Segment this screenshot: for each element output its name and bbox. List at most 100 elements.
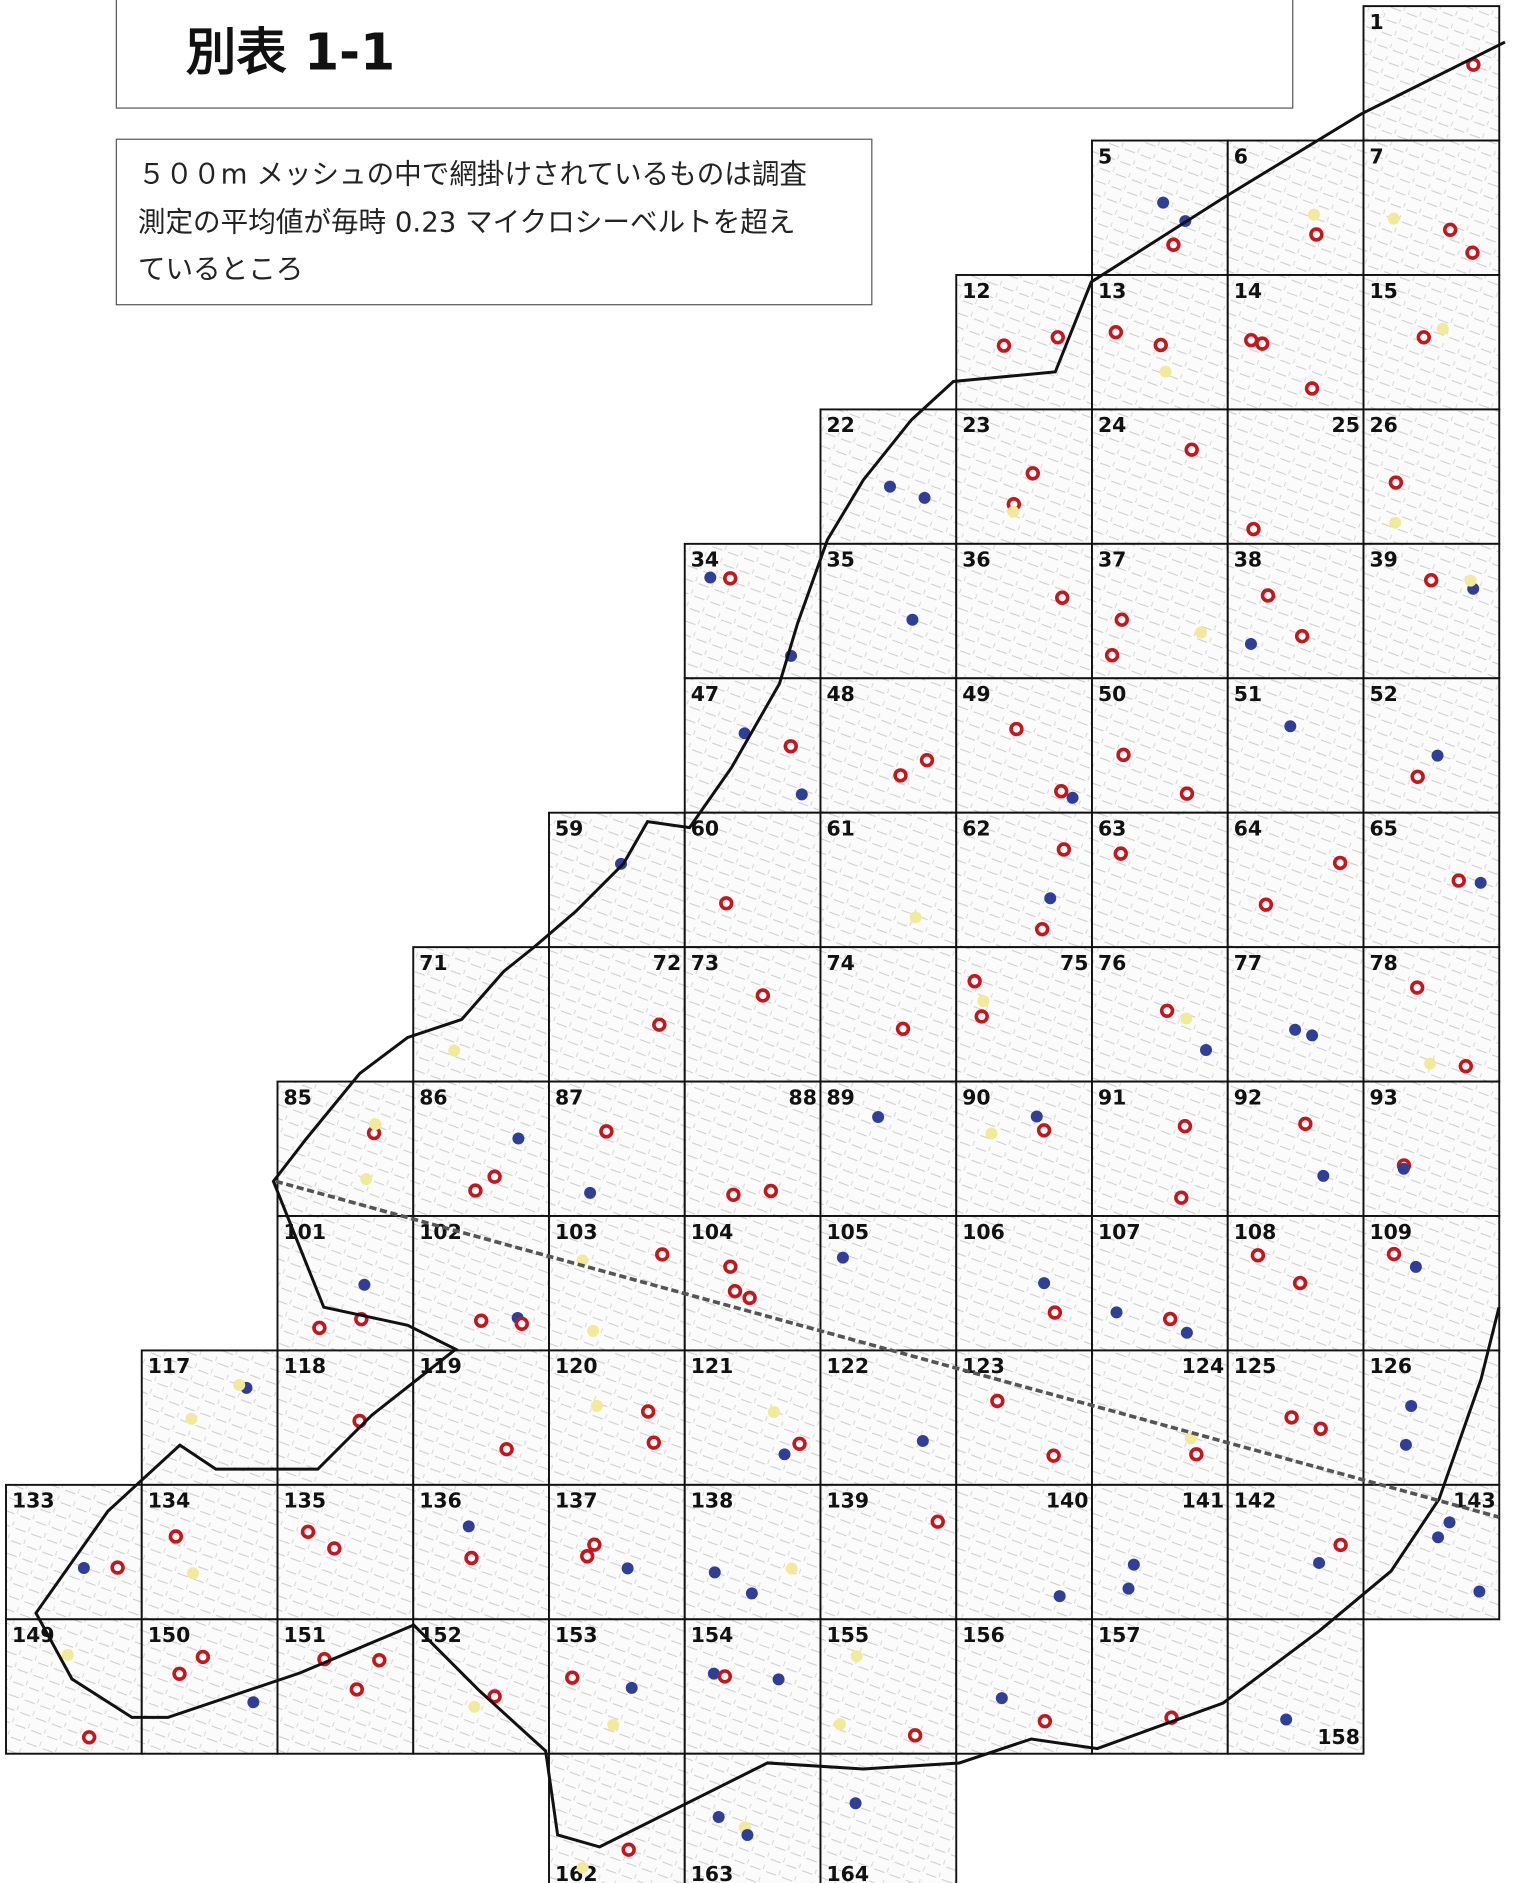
point-blue bbox=[1409, 1260, 1422, 1273]
point-over bbox=[487, 1169, 502, 1184]
mesh-cell bbox=[955, 677, 1093, 814]
point-over bbox=[168, 1529, 184, 1544]
mesh-number: 62 bbox=[962, 816, 990, 840]
point-blue bbox=[872, 1111, 885, 1124]
point-over bbox=[1304, 381, 1320, 396]
point-over bbox=[565, 1670, 580, 1685]
mesh-number: 142 bbox=[1234, 1489, 1277, 1513]
mesh-number: 122 bbox=[826, 1354, 869, 1378]
mesh-number: 119 bbox=[419, 1354, 462, 1378]
point-over bbox=[621, 1842, 636, 1857]
mesh-cell bbox=[683, 1349, 822, 1486]
point-over bbox=[1184, 442, 1199, 457]
point-over bbox=[587, 1537, 602, 1552]
mesh-cell bbox=[1091, 946, 1229, 1083]
point-blue bbox=[1110, 1306, 1123, 1319]
point-over bbox=[763, 1183, 779, 1199]
point-over bbox=[464, 1550, 479, 1566]
mesh-number: 117 bbox=[148, 1354, 191, 1378]
mesh-number: 133 bbox=[12, 1489, 55, 1513]
mesh-cell bbox=[955, 274, 1093, 411]
mesh-cell bbox=[1091, 408, 1229, 545]
point-yellow bbox=[1389, 516, 1402, 529]
mesh-cell bbox=[1091, 1349, 1229, 1486]
mesh-cell bbox=[819, 408, 958, 545]
point-blue bbox=[1053, 1590, 1066, 1603]
point-blue bbox=[704, 571, 717, 584]
point-yellow bbox=[1436, 322, 1449, 335]
point-blue bbox=[1157, 196, 1170, 209]
point-over bbox=[1177, 1119, 1193, 1134]
title-box bbox=[115, 0, 1294, 109]
point-over bbox=[1442, 222, 1458, 237]
point-over bbox=[919, 752, 935, 768]
point-yellow bbox=[233, 1379, 246, 1392]
mesh-cell bbox=[1091, 677, 1229, 814]
point-blue bbox=[778, 1448, 791, 1461]
mesh-cell bbox=[1226, 1618, 1365, 1755]
mesh-number: 34 bbox=[691, 548, 719, 572]
point-blue bbox=[906, 613, 919, 626]
point-over bbox=[1313, 1421, 1328, 1436]
point-over bbox=[1244, 332, 1259, 348]
mesh-number: 163 bbox=[691, 1862, 734, 1883]
point-over bbox=[468, 1183, 483, 1198]
point-blue bbox=[512, 1132, 525, 1145]
mesh-cell bbox=[955, 542, 1093, 680]
mesh-number: 49 bbox=[962, 682, 990, 706]
mesh-number: 138 bbox=[691, 1489, 734, 1513]
point-over bbox=[1104, 648, 1120, 663]
point-over bbox=[974, 1009, 989, 1024]
mesh-number: 93 bbox=[1369, 1085, 1397, 1109]
point-blue bbox=[883, 480, 896, 493]
mesh-number: 141 bbox=[1182, 1489, 1225, 1513]
point-over bbox=[599, 1124, 614, 1139]
point-over bbox=[1258, 897, 1274, 912]
point-yellow bbox=[607, 1718, 620, 1731]
point-blue bbox=[745, 1587, 758, 1600]
point-over bbox=[327, 1541, 342, 1556]
point-over bbox=[1465, 245, 1480, 260]
mesh-number: 1 bbox=[1369, 10, 1383, 34]
mesh-number: 107 bbox=[1098, 1220, 1141, 1244]
mesh-number: 157 bbox=[1098, 1623, 1141, 1647]
point-blue bbox=[707, 1667, 720, 1680]
point-blue bbox=[625, 1681, 638, 1694]
mesh-cell bbox=[683, 1080, 822, 1217]
mesh-number: 12 bbox=[962, 279, 990, 303]
point-blue bbox=[836, 1251, 849, 1264]
point-blue bbox=[462, 1520, 475, 1533]
point-over bbox=[723, 1259, 738, 1274]
mesh-number: 123 bbox=[962, 1354, 1005, 1378]
point-yellow bbox=[1307, 208, 1320, 221]
point-yellow bbox=[1180, 1012, 1193, 1025]
point-over bbox=[893, 768, 908, 783]
point-blue bbox=[1180, 1326, 1193, 1339]
point-over bbox=[655, 1247, 670, 1262]
point-over bbox=[1451, 873, 1466, 888]
point-blue bbox=[995, 1692, 1008, 1705]
point-over bbox=[1458, 1058, 1474, 1074]
point-over bbox=[1174, 1190, 1189, 1205]
mesh-number: 135 bbox=[283, 1489, 326, 1513]
mesh-number: 24 bbox=[1098, 413, 1126, 437]
point-blue bbox=[1397, 1162, 1410, 1175]
point-over bbox=[1250, 1248, 1266, 1263]
mesh-cell bbox=[548, 1618, 686, 1755]
mesh-number: 71 bbox=[419, 951, 447, 975]
point-blue bbox=[712, 1811, 725, 1824]
point-over bbox=[1036, 1123, 1052, 1138]
mesh-number: 134 bbox=[148, 1489, 191, 1513]
mesh-number: 73 bbox=[691, 951, 719, 975]
point-over bbox=[792, 1436, 807, 1451]
point-over bbox=[1046, 1448, 1061, 1463]
point-over bbox=[1409, 980, 1425, 995]
point-blue bbox=[1066, 791, 1079, 804]
mesh-cell bbox=[1362, 1215, 1501, 1352]
point-blue bbox=[1044, 892, 1057, 905]
point-blue bbox=[584, 1186, 597, 1199]
mesh-number: 85 bbox=[283, 1085, 311, 1109]
point-over bbox=[372, 1653, 387, 1668]
point-over bbox=[1292, 1275, 1308, 1291]
